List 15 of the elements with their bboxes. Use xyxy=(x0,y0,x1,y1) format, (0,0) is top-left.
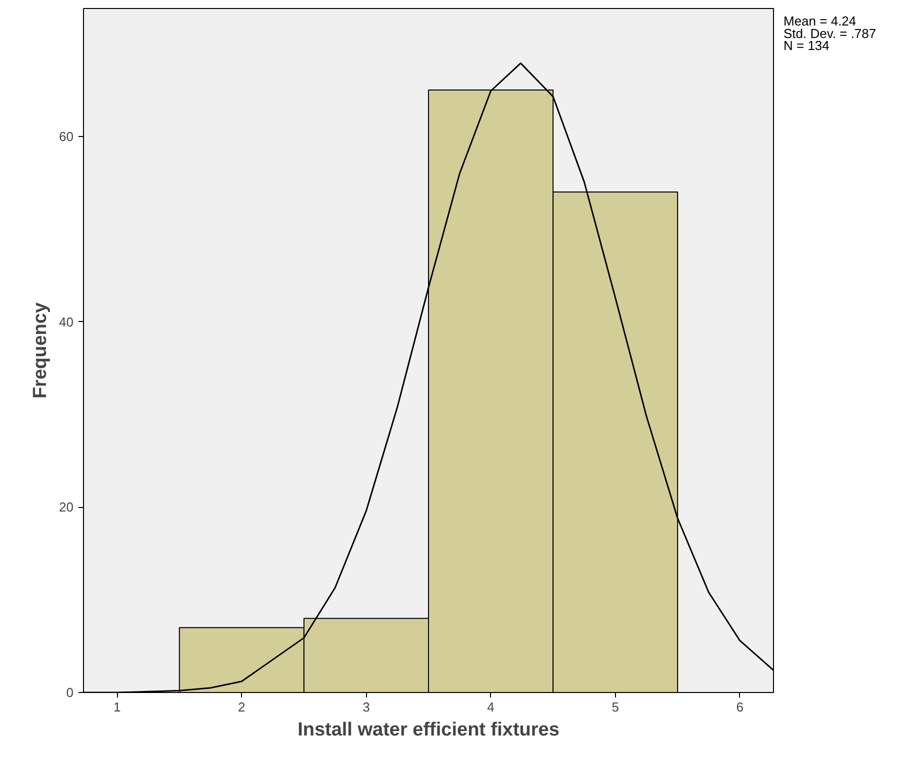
x-tick-label: 1 xyxy=(114,700,121,714)
x-tick-label: 4 xyxy=(487,700,494,714)
x-tick-label: 2 xyxy=(238,700,246,714)
text: N = 134 xyxy=(784,38,830,54)
y-tick-label: 40 xyxy=(59,314,74,330)
text: Mean = 4.24 xyxy=(784,13,856,28)
x-axis-title: Install water efficient fixtures xyxy=(298,720,560,740)
x-tick-label: 5 xyxy=(612,700,619,714)
x-tick-label: 3 xyxy=(362,700,370,714)
y-axis-title: Frequency xyxy=(30,302,52,399)
y-tick-label: 60 xyxy=(59,128,74,144)
y-tick-label: 20 xyxy=(59,500,74,515)
y-tick-label: 0 xyxy=(66,685,74,700)
text: Std. Dev. = .787 xyxy=(784,26,876,41)
x-tick-label: 6 xyxy=(736,700,744,714)
